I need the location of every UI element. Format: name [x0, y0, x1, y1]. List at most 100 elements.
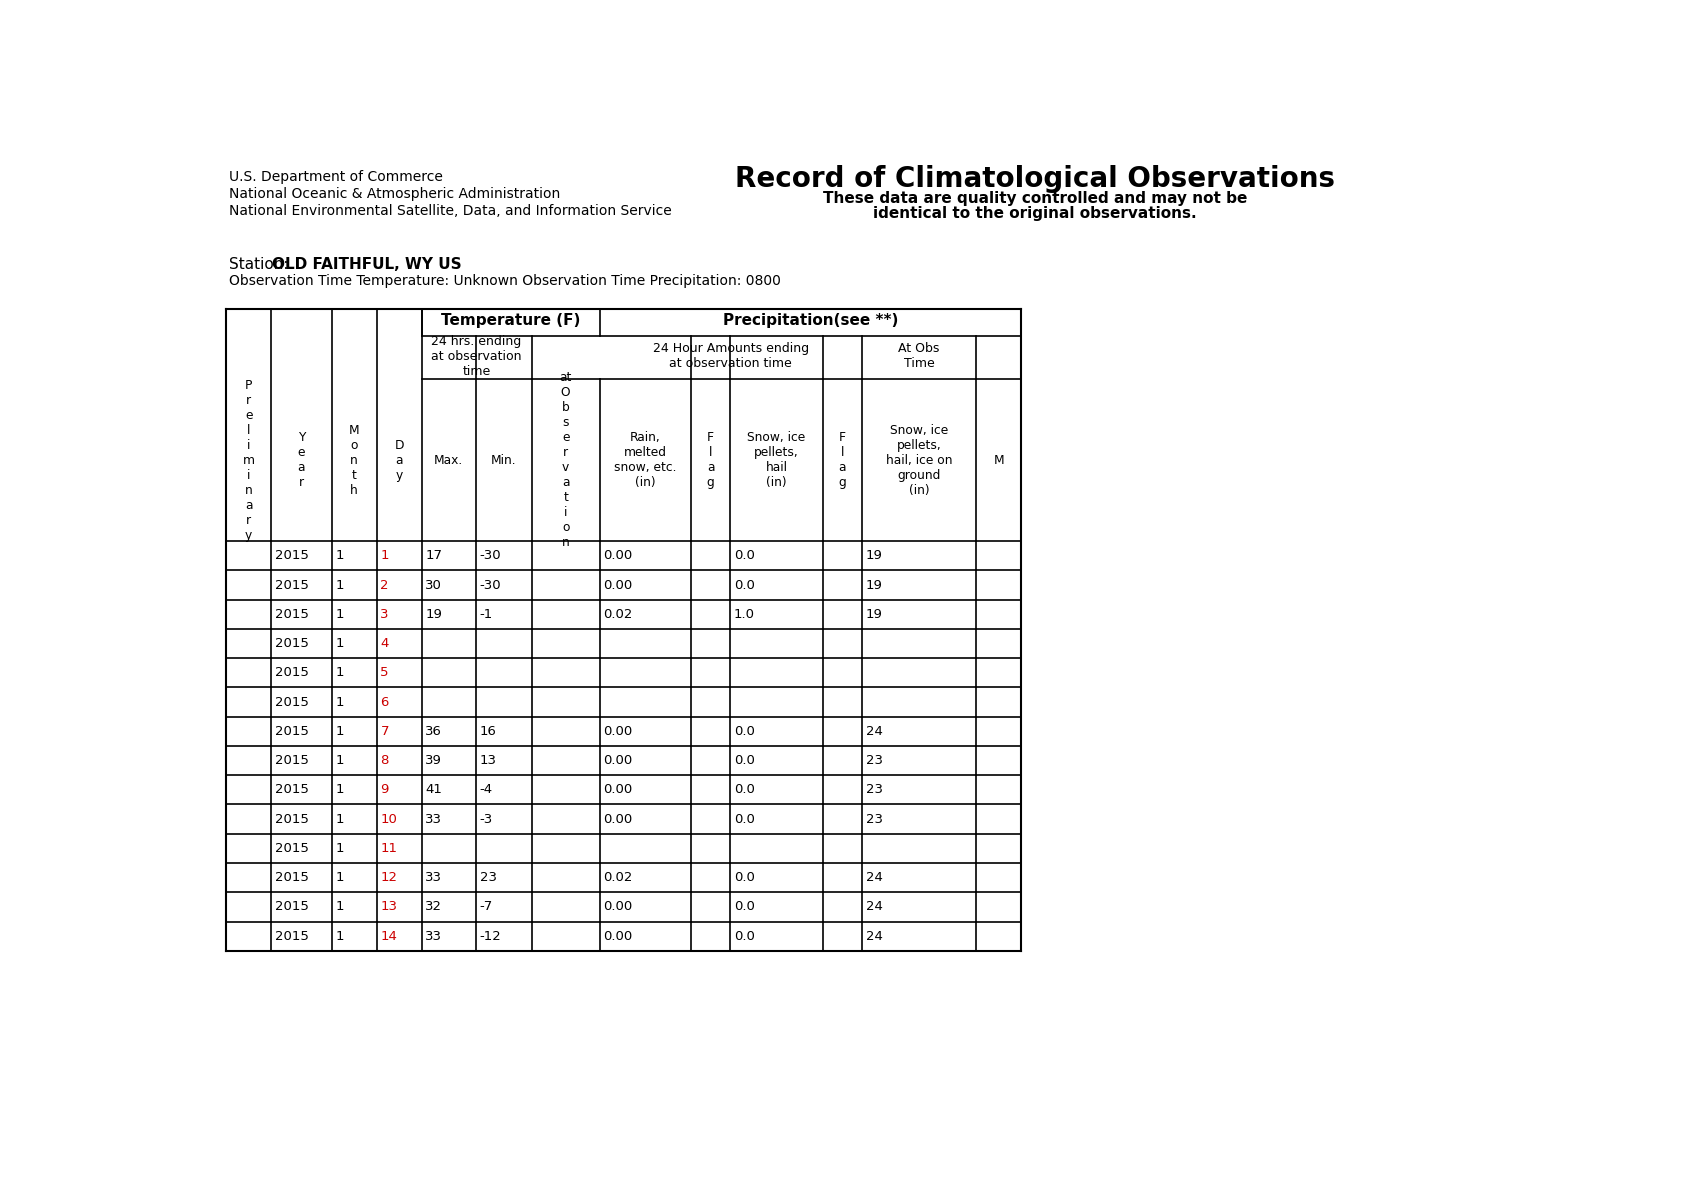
Text: 0.0: 0.0 [734, 550, 754, 563]
Text: National Oceanic & Atmospheric Administration: National Oceanic & Atmospheric Administr… [229, 187, 560, 201]
Text: 0.0: 0.0 [734, 725, 754, 738]
Text: 39: 39 [426, 755, 441, 768]
Text: 17: 17 [426, 550, 443, 563]
Text: 2015: 2015 [275, 637, 309, 650]
Text: 0.02: 0.02 [603, 608, 633, 621]
Text: -12: -12 [479, 930, 501, 943]
Text: 1: 1 [380, 550, 389, 563]
Text: 1: 1 [336, 755, 345, 768]
Text: 36: 36 [426, 725, 441, 738]
Text: 41: 41 [426, 783, 441, 796]
Text: 0.0: 0.0 [734, 930, 754, 943]
Text: U.S. Department of Commerce: U.S. Department of Commerce [229, 170, 443, 184]
Text: 33: 33 [426, 813, 443, 826]
Text: 0.0: 0.0 [734, 900, 754, 913]
Text: 24 Hour Amounts ending
at observation time: 24 Hour Amounts ending at observation ti… [652, 342, 808, 371]
Text: 0.00: 0.00 [603, 578, 633, 591]
Text: 1: 1 [336, 578, 345, 591]
Text: 0.0: 0.0 [734, 578, 754, 591]
Text: 14: 14 [380, 930, 397, 943]
Text: Max.: Max. [435, 454, 464, 467]
Text: 2015: 2015 [275, 930, 309, 943]
Text: 1: 1 [336, 930, 345, 943]
Text: -30: -30 [479, 550, 501, 563]
Text: 2015: 2015 [275, 783, 309, 796]
Text: 1: 1 [336, 637, 345, 650]
Text: 30: 30 [426, 578, 441, 591]
Text: Station:: Station: [229, 257, 294, 272]
Text: 1: 1 [336, 813, 345, 826]
Text: 13: 13 [479, 755, 496, 768]
Text: 2015: 2015 [275, 842, 309, 855]
Text: -1: -1 [479, 608, 492, 621]
Text: 23: 23 [866, 783, 883, 796]
Text: 2015: 2015 [275, 725, 309, 738]
Text: 16: 16 [479, 725, 496, 738]
Text: 1: 1 [336, 871, 345, 884]
Text: 0.0: 0.0 [734, 871, 754, 884]
Text: Temperature (F): Temperature (F) [441, 313, 581, 329]
Text: 0.00: 0.00 [603, 900, 633, 913]
Text: 2015: 2015 [275, 550, 309, 563]
Text: 23: 23 [866, 755, 883, 768]
Text: F
l
a
g: F l a g [839, 432, 846, 489]
Text: 1: 1 [336, 783, 345, 796]
Text: D
a
y: D a y [394, 439, 404, 482]
Text: 0.00: 0.00 [603, 755, 633, 768]
Text: 2015: 2015 [275, 696, 309, 708]
Text: 23: 23 [866, 813, 883, 826]
Text: 32: 32 [426, 900, 443, 913]
Text: 8: 8 [380, 755, 389, 768]
Text: M: M [993, 454, 1004, 467]
Text: 1: 1 [336, 550, 345, 563]
Text: Min.: Min. [491, 454, 516, 467]
Text: 2015: 2015 [275, 871, 309, 884]
Text: 1: 1 [336, 666, 345, 679]
Text: Rain,
melted
snow, etc.
(in): Rain, melted snow, etc. (in) [615, 432, 678, 489]
Text: 1: 1 [336, 900, 345, 913]
Text: -3: -3 [479, 813, 492, 826]
Text: 19: 19 [866, 578, 883, 591]
Text: at
O
b
s
e
r
v
a
t
i
o
n: at O b s e r v a t i o n [559, 371, 572, 550]
Text: 1: 1 [336, 608, 345, 621]
Text: 2: 2 [380, 578, 389, 591]
Text: Record of Climatological Observations: Record of Climatological Observations [735, 164, 1335, 193]
Text: 0.00: 0.00 [603, 725, 633, 738]
Text: 12: 12 [380, 871, 397, 884]
Text: -30: -30 [479, 578, 501, 591]
Text: 6: 6 [380, 696, 389, 708]
Text: 7: 7 [380, 725, 389, 738]
Text: 1.0: 1.0 [734, 608, 756, 621]
Text: 19: 19 [866, 550, 883, 563]
Text: 33: 33 [426, 871, 443, 884]
Text: 10: 10 [380, 813, 397, 826]
Text: 1: 1 [336, 725, 345, 738]
Text: 4: 4 [380, 637, 389, 650]
Text: 0.0: 0.0 [734, 783, 754, 796]
Text: 9: 9 [380, 783, 389, 796]
Text: 23: 23 [479, 871, 496, 884]
Text: 24: 24 [866, 900, 883, 913]
Text: 2015: 2015 [275, 578, 309, 591]
Text: OLD FAITHFUL, WY US: OLD FAITHFUL, WY US [272, 257, 462, 272]
Text: 24: 24 [866, 725, 883, 738]
Text: 11: 11 [380, 842, 397, 855]
Text: 0.00: 0.00 [603, 930, 633, 943]
Text: 2015: 2015 [275, 666, 309, 679]
Text: 1: 1 [336, 696, 345, 708]
Text: National Environmental Satellite, Data, and Information Service: National Environmental Satellite, Data, … [229, 204, 672, 218]
Text: Snow, ice
pellets,
hail, ice on
ground
(in): Snow, ice pellets, hail, ice on ground (… [886, 424, 953, 497]
Text: 0.00: 0.00 [603, 783, 633, 796]
Text: These data are quality controlled and may not be: These data are quality controlled and ma… [822, 191, 1246, 206]
Text: 5: 5 [380, 666, 389, 679]
Text: 2015: 2015 [275, 900, 309, 913]
Text: Snow, ice
pellets,
hail
(in): Snow, ice pellets, hail (in) [747, 432, 805, 489]
Text: -4: -4 [479, 783, 492, 796]
Text: 24: 24 [866, 930, 883, 943]
Text: Precipitation(see **): Precipitation(see **) [723, 313, 898, 329]
Text: 2015: 2015 [275, 755, 309, 768]
Text: 0.00: 0.00 [603, 813, 633, 826]
Text: 2015: 2015 [275, 813, 309, 826]
Text: 24: 24 [866, 871, 883, 884]
Text: 0.0: 0.0 [734, 755, 754, 768]
